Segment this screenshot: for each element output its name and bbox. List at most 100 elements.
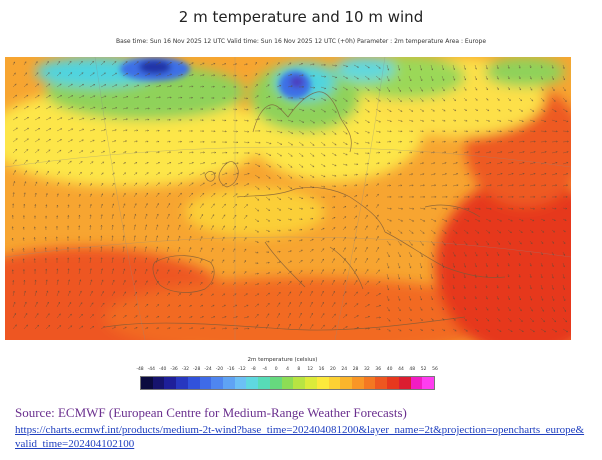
wind-arrow [507, 218, 513, 222]
wind-arrow [562, 97, 567, 102]
wind-arrow [166, 107, 172, 110]
wind-arrow [254, 207, 260, 212]
wind-arrow [34, 106, 41, 110]
wind-arrow [56, 139, 62, 143]
wind-arrow [122, 182, 126, 187]
wind-arrow [430, 229, 436, 234]
wind-arrow [298, 152, 304, 157]
wind-arrow [122, 151, 127, 154]
wind-arrow [45, 181, 49, 187]
wind-arrow [221, 304, 226, 308]
wind-arrow [430, 306, 434, 311]
wind-arrow [166, 257, 170, 264]
wind-arrow [562, 218, 567, 221]
wind-arrow [397, 140, 403, 143]
wind-arrow [177, 203, 182, 209]
wind-arrow [133, 257, 136, 264]
wind-arrow [408, 184, 414, 187]
wind-arrow [551, 151, 558, 154]
wind-arrow [309, 141, 315, 146]
wind-arrow [166, 304, 171, 308]
wind-arrow [221, 74, 227, 77]
wind-arrow [463, 86, 467, 91]
wind-arrow [529, 251, 532, 256]
wind-arrow [232, 130, 239, 133]
wind-arrow [309, 163, 315, 168]
wind-arrow [243, 293, 248, 297]
wind-arrow [452, 184, 459, 187]
wind-arrow [441, 108, 446, 112]
wind-arrow [56, 268, 59, 275]
wind-arrow [375, 204, 379, 209]
wind-arrow [331, 163, 337, 167]
wind-arrow [353, 64, 360, 68]
wind-arrow [23, 279, 26, 286]
wind-arrow [551, 240, 555, 244]
wind-arrow [353, 268, 357, 275]
wind-arrow [56, 193, 59, 198]
wind-arrow [67, 279, 70, 286]
wind-arrow [529, 130, 536, 133]
wind-arrow [111, 151, 116, 154]
wind-arrow [265, 229, 270, 232]
wind-arrow [276, 185, 282, 190]
wind-arrow [518, 273, 521, 278]
wind-arrow [331, 258, 335, 264]
wind-arrow [320, 290, 324, 297]
wind-arrow [210, 282, 214, 286]
wind-arrow [529, 151, 536, 154]
wind-arrow [309, 290, 313, 297]
wind-arrow [155, 107, 161, 110]
source-link[interactable]: https://charts.ecmwf.int/products/medium… [15, 424, 585, 450]
wind-arrow [34, 83, 40, 88]
wind-arrow [276, 73, 281, 77]
wind-arrow [309, 108, 316, 112]
wind-arrow [166, 292, 170, 297]
wind-arrow [155, 203, 159, 209]
wind-arrow [474, 317, 479, 322]
wind-arrow [11, 248, 14, 253]
wind-arrow [298, 185, 304, 189]
wind-arrow [518, 218, 524, 222]
wind-arrow [155, 129, 160, 132]
wind-arrow [89, 290, 93, 297]
wind-arrow [221, 108, 227, 111]
color-scale-swatch [316, 377, 329, 389]
color-scale-tick-label: -8 [251, 367, 256, 372]
color-scale: 2m temperature (celsius) -48 -44 -40 -36 -32… [136, 357, 438, 390]
source-credit: Source: ECMWF (European Centre for Mediu… [15, 405, 407, 420]
wind-arrow [276, 119, 283, 122]
wind-arrow [265, 302, 270, 308]
wind-arrow [485, 273, 488, 278]
wind-arrow [144, 303, 149, 308]
wind-arrow [375, 328, 381, 331]
wind-arrow [463, 218, 470, 222]
wind-arrow [276, 261, 282, 264]
wind-arrow [56, 83, 62, 88]
wind-arrow [298, 207, 304, 210]
wind-arrow [67, 325, 73, 330]
wind-arrow [166, 327, 171, 330]
wind-arrow [111, 140, 117, 143]
wind-arrow [34, 138, 40, 143]
wind-arrow [397, 184, 403, 187]
wind-arrow [133, 246, 136, 253]
wind-arrow [518, 306, 522, 312]
wind-arrow [419, 284, 422, 291]
wind-arrow [144, 107, 150, 110]
wind-arrow [408, 240, 413, 246]
wind-arrow [100, 268, 103, 275]
wind-arrow [44, 257, 47, 264]
wind-arrow [452, 251, 456, 257]
wind-arrow [353, 215, 358, 220]
wind-arrow [177, 213, 181, 220]
wind-arrow [408, 108, 414, 112]
wind-arrow [353, 163, 359, 166]
wind-arrow [287, 239, 292, 242]
wind-arrow [298, 239, 303, 242]
wind-arrow [309, 196, 315, 199]
color-scale-title: 2m temperature (celsius) [247, 357, 318, 363]
wind-arrow [397, 207, 404, 210]
wind-arrow [408, 86, 412, 92]
wind-arrow [364, 225, 368, 231]
